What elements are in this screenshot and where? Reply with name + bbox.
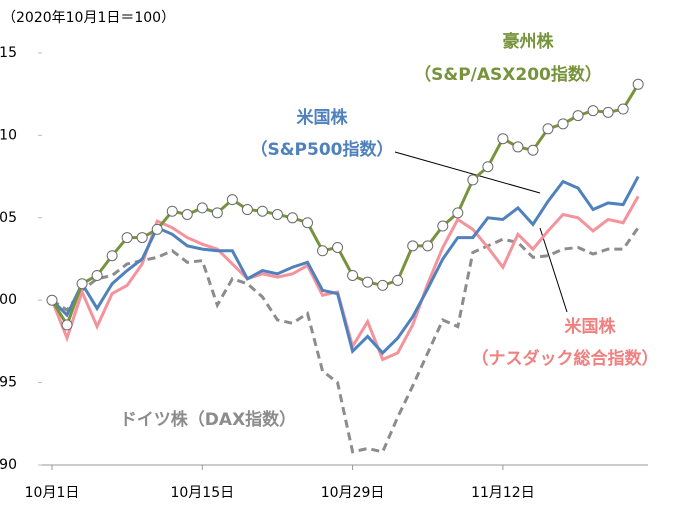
point-marker — [196, 202, 208, 214]
point-marker — [317, 245, 329, 257]
point-marker — [437, 220, 449, 232]
point-marker — [332, 241, 344, 253]
point-marker — [136, 232, 148, 244]
point-marker — [46, 294, 58, 306]
y-tick-label: 95 — [0, 375, 17, 391]
point-marker — [557, 118, 569, 130]
point-marker — [392, 274, 404, 286]
point-marker — [286, 212, 298, 224]
point-marker — [482, 161, 494, 173]
point-marker — [121, 232, 133, 244]
point-marker — [211, 207, 223, 219]
point-marker — [76, 278, 88, 290]
point-marker — [241, 204, 253, 216]
point-marker — [572, 110, 584, 122]
point-marker — [542, 123, 554, 135]
annotation: 豪州株 — [503, 31, 555, 52]
annotation: 米国株 — [297, 107, 349, 128]
point-marker — [497, 133, 509, 145]
y-tick-label: 100 — [0, 292, 17, 308]
x-tick-label: 10月15日 — [170, 485, 234, 501]
point-marker — [271, 209, 283, 221]
annotation: ドイツ株（DAX指数） — [120, 409, 296, 430]
point-marker — [587, 105, 599, 117]
point-marker — [632, 78, 644, 90]
point-marker — [181, 209, 193, 221]
y-tick-label: 110 — [0, 127, 17, 143]
point-marker — [61, 319, 73, 331]
point-marker — [362, 276, 374, 288]
leader-line — [394, 151, 541, 194]
annotation: （S&P500指数） — [250, 139, 393, 160]
series-line — [50, 175, 640, 356]
point-marker — [151, 223, 163, 235]
point-marker — [166, 205, 178, 217]
annotation: （ナスダック総合指数） — [472, 348, 659, 369]
y-tick-label: 90 — [0, 457, 17, 473]
y-tick-label: 115 — [0, 45, 17, 61]
series-line — [50, 83, 640, 329]
series-line — [50, 195, 640, 362]
x-tick-label: 11月12日 — [471, 485, 535, 501]
point-marker — [512, 141, 524, 153]
point-marker — [347, 269, 359, 281]
point-marker — [226, 194, 238, 206]
leader-line — [539, 227, 568, 313]
x-tick-label: 10月1日 — [25, 485, 80, 501]
chart-subtitle: （2020年10月1日＝100） — [2, 10, 175, 26]
point-marker — [407, 240, 419, 252]
annotation: （S&P/ASX200指数） — [414, 64, 602, 85]
point-marker — [106, 250, 118, 262]
point-marker — [91, 269, 103, 281]
point-marker — [467, 174, 479, 186]
point-marker — [377, 279, 389, 291]
y-tick-label: 105 — [0, 210, 17, 226]
point-marker — [617, 103, 629, 115]
series-line — [51, 226, 640, 454]
annotation: 米国株 — [565, 316, 617, 337]
point-marker — [422, 240, 434, 252]
point-marker — [452, 207, 464, 219]
point-marker — [527, 144, 539, 156]
point-marker — [256, 205, 268, 217]
point-marker — [302, 217, 314, 229]
x-tick-label: 10月29日 — [321, 485, 385, 501]
point-marker — [602, 106, 614, 118]
